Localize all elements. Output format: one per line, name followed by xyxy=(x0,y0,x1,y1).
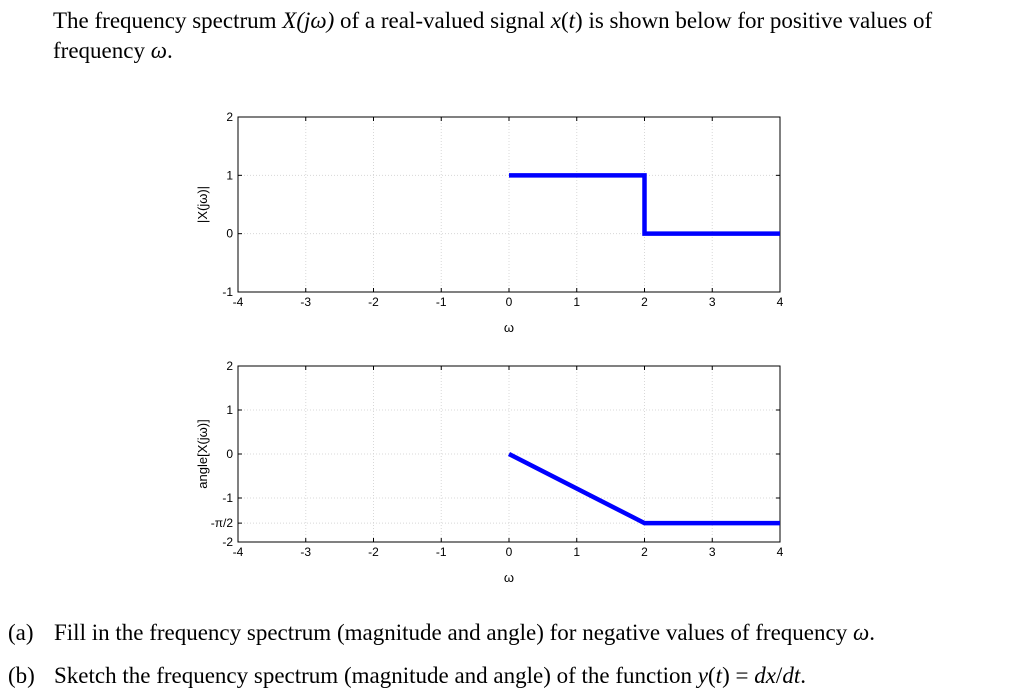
x-tick-label: 3 xyxy=(709,545,716,559)
x-tick-label: 0 xyxy=(506,295,513,309)
x-axis-label: ω xyxy=(504,570,514,585)
intro-text: The frequency spectrum xyxy=(53,8,283,33)
x-tick-label: 2 xyxy=(641,295,648,309)
question-math: y xyxy=(697,663,708,688)
question-math: t xyxy=(715,663,723,688)
y-tick-label: -1 xyxy=(222,285,233,299)
x-tick-label: -4 xyxy=(233,545,244,559)
y-tick-label: 2 xyxy=(226,110,233,124)
x-tick-label: 1 xyxy=(573,545,580,559)
x-axis-label: ω xyxy=(504,320,514,335)
question-math: dx xyxy=(754,663,776,688)
x-tick-label: 0 xyxy=(506,545,513,559)
x-tick-label: -3 xyxy=(300,295,311,309)
plot-frame xyxy=(237,116,781,293)
question-text: . xyxy=(869,620,875,645)
x-tick-label: -2 xyxy=(368,295,379,309)
x-tick-label: -2 xyxy=(368,545,379,559)
x-tick-label: 2 xyxy=(641,545,648,559)
question-b: (b) Sketch the frequency spectrum (magnit… xyxy=(8,661,806,691)
question-label: (b) xyxy=(8,663,35,688)
question-text: . xyxy=(800,663,806,688)
question-text: / xyxy=(775,663,783,688)
y-tick-label: 1 xyxy=(226,168,233,182)
y-tick-label: 0 xyxy=(226,447,233,461)
intro-text: ( xyxy=(560,8,569,33)
y-tick-label: 0 xyxy=(226,227,233,241)
y-axis-label: |X(jω)| xyxy=(195,186,210,223)
y-axis-label: angle[X(jω)] xyxy=(195,419,210,488)
x-tick-label: 4 xyxy=(777,545,784,559)
spectrum-line xyxy=(509,173,780,236)
spectrum-line xyxy=(507,451,780,526)
question-math: dt xyxy=(782,663,801,688)
chart-2: -4 -3 -2 -1 0 1 2 3 4 -2 -π/2 -1 0 1 2 ω angle[X(jω)] xyxy=(195,359,784,585)
question-text: Fill in the frequency spectrum (magnitud… xyxy=(54,620,853,645)
x-tick-label: -1 xyxy=(436,545,447,559)
intro-text: of a real-valued signal xyxy=(334,8,551,33)
intro-text: . xyxy=(166,38,173,63)
x-tick-label: -3 xyxy=(300,545,311,559)
y-tick-label: -1 xyxy=(222,491,233,505)
intro-math: t xyxy=(568,8,576,33)
y-tick-label: -π/2 xyxy=(211,516,234,530)
x-tick-label: 4 xyxy=(777,295,784,309)
y-tick-label: 1 xyxy=(226,403,233,417)
y-tick-label: 2 xyxy=(226,359,233,373)
question-math: ω xyxy=(852,620,870,645)
question-a: (a) Fill in the frequency spectrum (magni… xyxy=(8,618,875,648)
question-label: (a) xyxy=(8,620,34,645)
x-tick-label: 1 xyxy=(573,295,580,309)
intro-math: x xyxy=(550,8,561,33)
question-text: Sketch the frequency spectrum (magnitude… xyxy=(54,663,698,688)
intro-math: ω xyxy=(150,38,167,63)
y-tick-label: -2 xyxy=(222,535,233,549)
intro-math: X(jω) xyxy=(282,8,335,33)
intro-text: ) is shown below for positive values of … xyxy=(53,8,933,63)
x-tick-label: -1 xyxy=(436,295,447,309)
plot-frame xyxy=(237,365,781,543)
x-tick-label: 3 xyxy=(709,295,716,309)
chart-1: -4 -3 -2 -1 0 1 2 3 4 -1 0 1 2 ω |X(jω)| xyxy=(195,110,784,335)
problem-intro: The frequency spectrum X(jω) of a real-v… xyxy=(53,6,1013,66)
question-text: ( xyxy=(708,663,716,688)
x-tick-label: -4 xyxy=(233,295,244,309)
question-text: ) = xyxy=(722,663,755,688)
